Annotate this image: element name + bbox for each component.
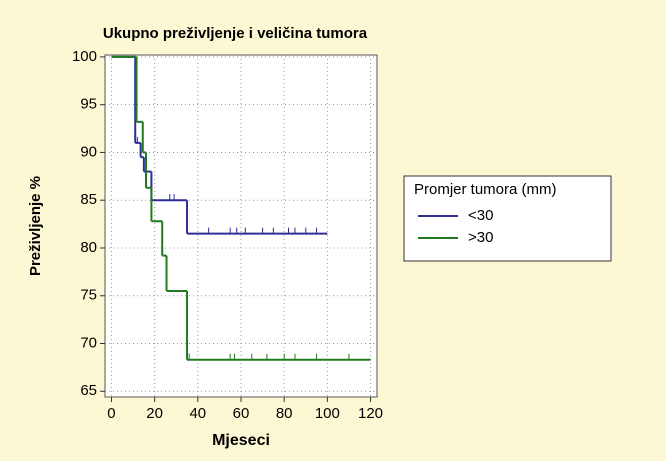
x-tick-label: 60 [233,405,250,422]
y-tick-label: 85 [80,191,97,208]
x-tick-label: 120 [358,405,383,422]
x-axis-label: Mjeseci [212,432,270,449]
x-tick-label: 40 [189,405,206,422]
y-tick-label: 100 [72,48,97,65]
y-tick-label: 75 [80,287,97,304]
plot-area [104,54,378,398]
y-axis-label: Preživljenje % [27,176,44,276]
y-tick-label: 65 [80,382,97,399]
y-tick-label: 80 [80,239,97,256]
legend-title: Promjer tumora (mm) [414,181,557,198]
y-tick-label: 70 [80,334,97,351]
x-tick-label: 100 [315,405,340,422]
x-tick-label: 80 [276,405,293,422]
x-tick-label: 0 [107,405,115,422]
legend-label: <30 [468,207,493,224]
legend-box [403,175,612,262]
legend-label: >30 [468,229,493,246]
y-tick-label: 95 [80,96,97,113]
y-tick-label: 90 [80,143,97,160]
x-tick-label: 20 [146,405,163,422]
chart-title: Ukupno preživljenje i veličina tumora [103,25,368,42]
